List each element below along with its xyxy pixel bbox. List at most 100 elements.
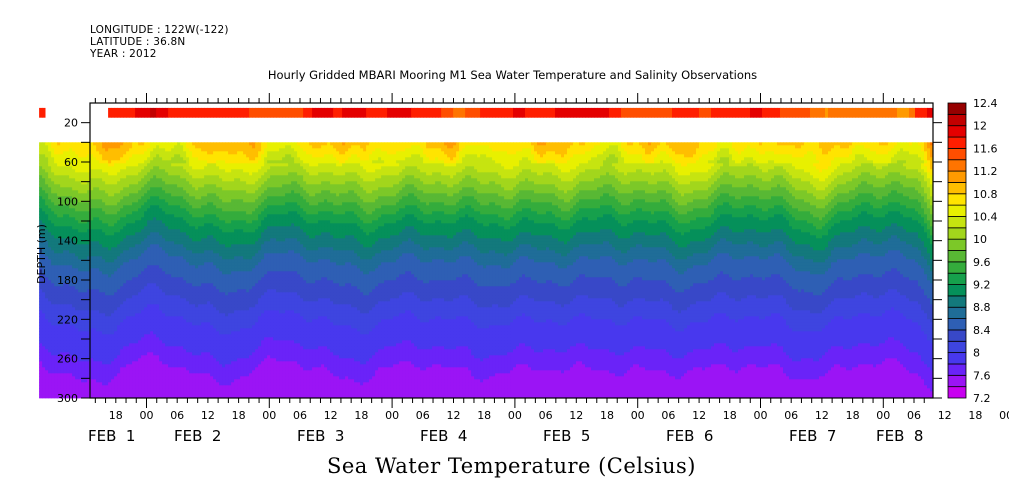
heat-cell: [159, 388, 162, 391]
heat-cell: [204, 199, 207, 202]
heat-cell: [162, 322, 165, 325]
heat-cell: [204, 373, 207, 376]
heat-cell: [129, 244, 132, 247]
heat-cell: [165, 295, 168, 298]
heat-cell: [174, 241, 177, 244]
heat-cell: [81, 346, 84, 349]
heat-cell: [150, 247, 153, 250]
heat-cell: [111, 154, 114, 157]
heat-cell: [90, 310, 93, 313]
heat-cell: [141, 295, 144, 298]
heat-cell: [48, 364, 51, 367]
heat-cell: [153, 256, 156, 259]
heat-cell: [195, 346, 198, 349]
heat-cell: [186, 328, 189, 331]
heat-cell: [114, 337, 117, 340]
heat-cell: [195, 196, 198, 199]
heat-cell: [207, 337, 210, 340]
heat-cell: [135, 337, 138, 340]
heat-cell: [168, 277, 171, 280]
heat-cell: [111, 331, 114, 334]
heat-cell: [150, 373, 153, 376]
heat-cell: [60, 187, 63, 190]
heat-cell: [84, 175, 87, 178]
heat-cell: [153, 181, 156, 184]
heat-cell: [168, 253, 171, 256]
heat-cell: [201, 352, 204, 355]
heat-cell: [159, 331, 162, 334]
heat-cell: [144, 169, 147, 172]
heat-cell: [186, 340, 189, 343]
heat-cell: [132, 148, 135, 151]
heat-cell: [45, 292, 48, 295]
heat-cell: [99, 214, 102, 217]
heat-cell: [99, 268, 102, 271]
heat-cell: [180, 274, 183, 277]
heat-cell: [129, 214, 132, 217]
heat-cell: [123, 175, 126, 178]
heat-cell: [180, 238, 183, 241]
heat-cell: [117, 334, 120, 337]
heat-cell: [174, 370, 177, 373]
heat-cell: [84, 334, 87, 337]
heat-cell: [126, 259, 129, 262]
heat-cell: [168, 187, 171, 190]
heat-cell: [72, 187, 75, 190]
heat-cell: [129, 301, 132, 304]
heat-cell: [150, 169, 153, 172]
heat-cell: [144, 307, 147, 310]
heat-cell: [198, 334, 201, 337]
heat-cell: [210, 337, 213, 340]
heat-cell: [96, 316, 99, 319]
heat-cell: [156, 298, 159, 301]
heat-cell: [165, 232, 168, 235]
heat-cell: [90, 370, 93, 373]
heat-cell: [135, 295, 138, 298]
heat-cell: [129, 178, 132, 181]
heat-cell: [144, 292, 147, 295]
heat-cell: [156, 328, 159, 331]
heat-cell: [102, 142, 105, 145]
heat-cell: [120, 295, 123, 298]
heat-cell: [84, 250, 87, 253]
heat-cell: [117, 376, 120, 379]
heat-cell: [210, 301, 213, 304]
heat-cell: [60, 331, 63, 334]
heat-cell: [180, 265, 183, 268]
heat-cell: [105, 157, 108, 160]
heat-cell: [111, 358, 114, 361]
heat-cell: [198, 349, 201, 352]
heat-cell: [147, 181, 150, 184]
heat-cell: [108, 166, 111, 169]
heat-cell: [135, 313, 138, 316]
heat-cell: [147, 265, 150, 268]
heat-cell: [63, 211, 66, 214]
heat-cell: [198, 328, 201, 331]
heat-cell: [162, 202, 165, 205]
heat-cell: [84, 349, 87, 352]
heat-cell: [171, 283, 174, 286]
heat-cell: [168, 388, 171, 391]
heat-cell: [57, 256, 60, 259]
heat-cell: [93, 154, 96, 157]
heat-cell: [201, 319, 204, 322]
heat-cell: [96, 181, 99, 184]
heat-cell: [165, 391, 168, 394]
heat-cell: [135, 151, 138, 154]
heat-cell: [180, 262, 183, 265]
heat-cell: [165, 283, 168, 286]
heat-cell: [204, 394, 207, 397]
heat-cell: [147, 202, 150, 205]
heat-cell: [42, 331, 45, 334]
heat-cell: [189, 307, 192, 310]
heat-cell: [126, 199, 129, 202]
heat-cell: [141, 250, 144, 253]
heat-cell: [177, 394, 180, 397]
heat-cell: [186, 247, 189, 250]
heat-cell: [72, 214, 75, 217]
heat-cell: [168, 202, 171, 205]
heat-cell: [168, 295, 171, 298]
heat-cell: [39, 337, 42, 340]
heat-cell: [144, 220, 147, 223]
heat-cell: [51, 274, 54, 277]
